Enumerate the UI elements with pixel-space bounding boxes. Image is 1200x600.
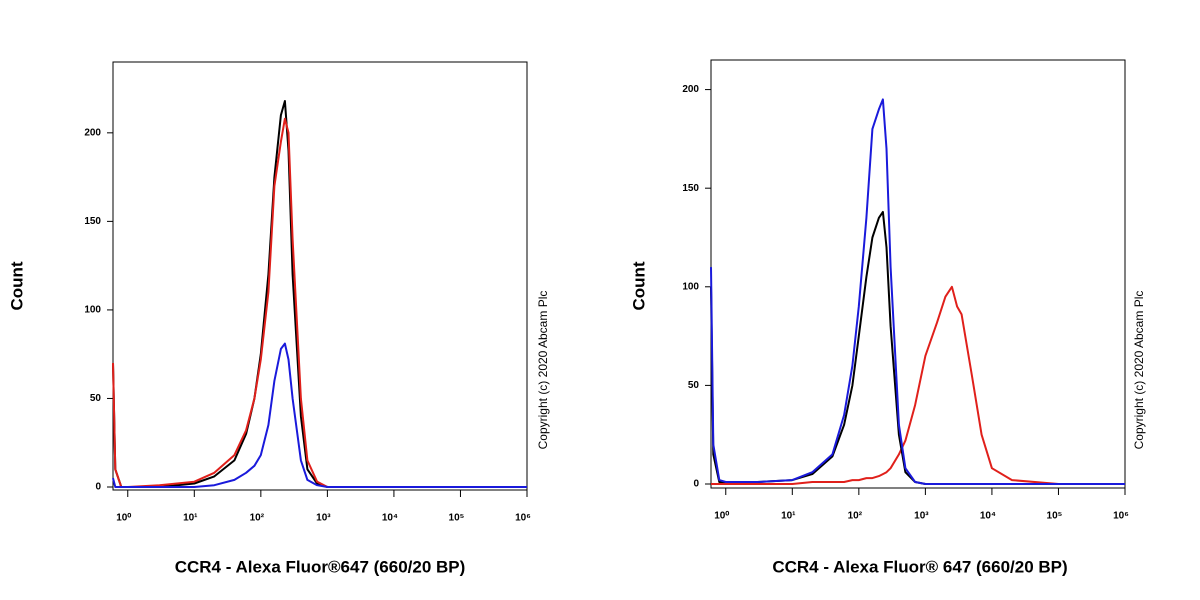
x-tick-label: 10⁰	[714, 511, 729, 522]
y-tick-label: 0	[693, 479, 699, 490]
histogram-line	[112, 100, 527, 488]
y-tick-label: 0	[95, 482, 101, 493]
x-tick-label: 10³	[914, 511, 929, 522]
x-tick-label: 10²	[848, 511, 863, 522]
y-tick-label: 200	[682, 84, 699, 95]
y-tick-label: 100	[682, 281, 699, 292]
x-tick-label: 10⁴	[382, 513, 398, 524]
x-tick-label: 10⁴	[980, 511, 996, 522]
y-axis-label: Count	[629, 261, 648, 310]
x-tick-label: 10⁵	[1047, 511, 1063, 522]
histogram-line	[711, 285, 1125, 485]
x-tick-label: 10²	[250, 513, 265, 524]
histogram-line	[710, 98, 1125, 485]
x-tick-label: 10³	[316, 513, 331, 524]
y-tick-label: 50	[90, 393, 102, 404]
x-tick-label: 10⁵	[449, 513, 465, 524]
plot-frame	[112, 61, 528, 491]
plot-frame	[710, 59, 1126, 489]
x-axis-label: CCR4 - Alexa Fluor® 647 (660/20 BP)	[772, 557, 1067, 576]
x-tick-label: 10¹	[781, 511, 796, 522]
copyright-note: Copyright (c) 2020 Abcam Plc	[536, 291, 550, 450]
y-tick-label: 150	[682, 183, 699, 194]
x-tick-label: 10¹	[183, 513, 198, 524]
y-tick-label: 150	[84, 216, 101, 227]
histogram-line	[710, 210, 1125, 485]
x-axis-label: CCR4 - Alexa Fluor®647 (660/20 BP)	[175, 557, 466, 576]
x-tick-label: 10⁰	[116, 513, 131, 524]
y-tick-label: 100	[84, 305, 101, 316]
y-tick-label: 200	[84, 127, 101, 138]
histogram-line	[112, 117, 527, 488]
histogram-line	[112, 342, 527, 488]
y-tick-label: 50	[688, 380, 700, 391]
y-axis-label: Count	[7, 261, 26, 310]
x-tick-label: 10⁶	[1113, 511, 1129, 522]
x-tick-label: 10⁶	[515, 513, 531, 524]
copyright-note: Copyright (c) 2020 Abcam Plc	[1132, 291, 1146, 450]
